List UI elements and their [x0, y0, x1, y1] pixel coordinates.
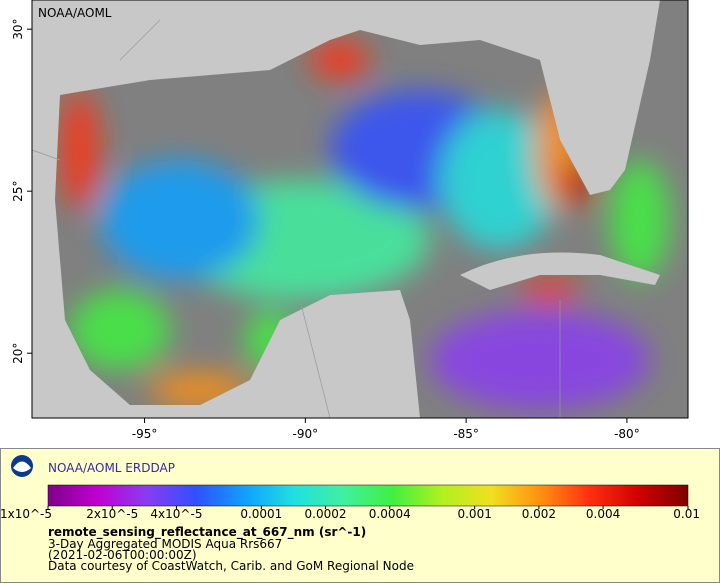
x-tick-label: -95° [132, 427, 158, 441]
colorbar-tick-label: 2x10^-5 [86, 507, 138, 521]
colorbar-gradient [47, 484, 689, 507]
noaa-logo-bird [13, 461, 31, 472]
description-line: Data courtesy of CoastWatch, Carib. and … [48, 559, 414, 573]
axes: -95° -90° -85° -80° 20° 25° 30° [11, 19, 640, 441]
watermark: NOAA/AOML [38, 6, 112, 20]
colorbar-tick-label: 0.004 [586, 507, 620, 521]
x-tick-label: -90° [293, 427, 319, 441]
reflectance-imagery [60, 40, 670, 410]
cuba [460, 252, 660, 290]
x-tick-label: -85° [453, 427, 479, 441]
y-tick-label: 25° [11, 181, 25, 202]
colorbar-tick-label: 0.002 [522, 507, 556, 521]
colorbar-tick-label: 0.001 [457, 507, 491, 521]
colorbar-tick-label: 0.0001 [240, 507, 282, 521]
legend-panel [0, 448, 720, 583]
x-tick-label: -80° [614, 427, 640, 441]
variable-name: remote_sensing_reflectance_at_667_nm (sr… [48, 525, 366, 540]
colorbar-tick-label: 0.01 [673, 507, 700, 521]
colorbar-tick-label: 0.0004 [369, 507, 411, 521]
description-line: 3-Day Aggregated MODIS Aqua Rrs667 [48, 537, 282, 551]
colorbar-tick-label: 0.0002 [305, 507, 347, 521]
y-tick-label: 30° [11, 19, 25, 40]
colorbar-tick-label: 1x10^-5 [0, 507, 52, 521]
colorbar: 1x10^-5 2x10^-5 4x10^-5 0.0001 0.0002 0.0004 0… [0, 484, 700, 521]
borders [31, 19, 561, 419]
description-line: (2021-02-06T00:00:00Z) [48, 548, 197, 562]
colorbar-tick-label: 4x10^-5 [150, 507, 202, 521]
y-tick-label: 20° [11, 343, 25, 364]
brand: NOAA/AOML ERDDAP [48, 461, 175, 475]
map-frame [31, 0, 689, 419]
